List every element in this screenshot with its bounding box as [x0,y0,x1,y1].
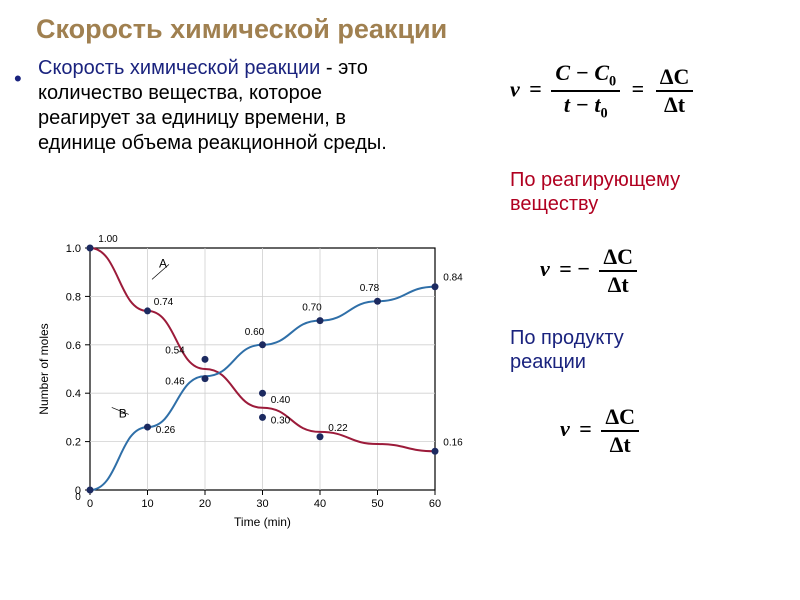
svg-text:0.84: 0.84 [443,273,463,284]
reaction-chart: 0 10 20 30 40 50 60 0 0.2 0.4 0.6 0.8 1.0 Time (min) N… [30,230,470,540]
svg-text:0.54: 0.54 [165,345,185,356]
svg-text:0.2: 0.2 [66,437,81,449]
svg-text:0.78: 0.78 [360,283,380,294]
svg-text:0.40: 0.40 [271,395,291,406]
svg-text:0: 0 [87,498,93,510]
svg-text:30: 30 [256,498,268,510]
svg-text:0.26: 0.26 [156,425,176,436]
svg-text:40: 40 [314,498,326,510]
svg-text:Time (min): Time (min) [234,515,291,529]
svg-text:0.74: 0.74 [154,297,174,308]
svg-text:20: 20 [199,498,211,510]
svg-text:50: 50 [371,498,383,510]
definition-text: Скорость химической реакции - это количе… [38,56,418,156]
svg-text:0: 0 [75,492,81,503]
svg-text:60: 60 [429,498,441,510]
bullet-icon: • [14,66,22,92]
svg-text:A: A [159,256,167,270]
svg-text:10: 10 [141,498,153,510]
svg-text:0.4: 0.4 [66,388,81,400]
svg-text:Number of moles: Number of moles [37,323,51,414]
formula-product: v = ΔC Δt [560,404,639,458]
svg-text:1.00: 1.00 [98,234,118,245]
svg-text:1.0: 1.0 [66,243,81,255]
formula-main: v = C − C0 t − t0 = ΔC Δt [510,60,693,123]
svg-text:0.30: 0.30 [271,415,291,426]
formula-reagent: v = − ΔC Δt [540,244,637,298]
svg-text:0.6: 0.6 [66,340,81,352]
svg-text:0.16: 0.16 [443,437,463,448]
label-product: По продукту реакции [510,326,624,374]
svg-text:0.8: 0.8 [66,291,81,303]
page-title: Скорость химической реакции [36,14,447,45]
definition-lead: Скорость химической реакции [38,57,320,79]
svg-text:0.22: 0.22 [328,423,348,434]
svg-text:0.70: 0.70 [302,303,322,314]
svg-text:0.46: 0.46 [165,377,185,388]
svg-text:0.60: 0.60 [245,327,265,338]
label-reagent: По реагирующему веществу [510,168,680,216]
